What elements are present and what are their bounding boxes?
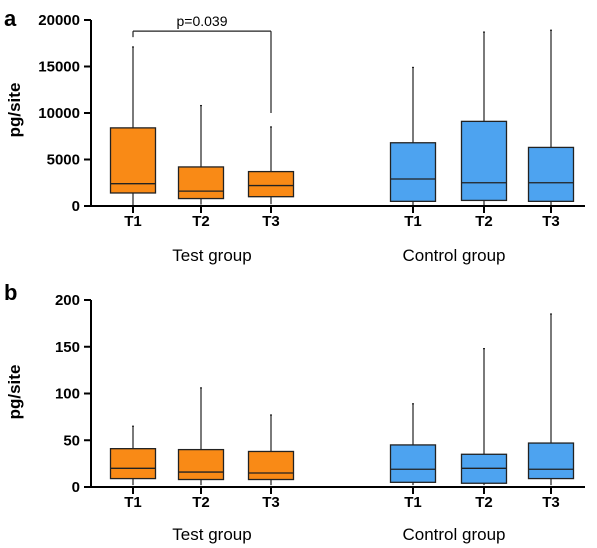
box-control-group-t3 [527, 442, 575, 480]
x-tick-label: T1 [124, 213, 142, 230]
x-tick-label: T1 [124, 494, 142, 511]
panel-a-letter: a [4, 6, 17, 31]
group-label: Control group [402, 525, 505, 544]
panel-b: b pg/site 0 50 100 150 200 Test group T1 T2 T3 Co… [4, 280, 585, 544]
group-label: Test group [172, 246, 251, 265]
x-tick-label: T2 [475, 213, 493, 230]
panel-a: a pg/site 0 5000 10000 15000 20000 Test group… [4, 6, 585, 265]
box-test-group-t2 [177, 166, 225, 200]
x-tick-label: T2 [192, 494, 210, 511]
x-tick-label: T3 [262, 494, 280, 511]
x-tick-label: T3 [542, 213, 560, 230]
panel-b-ylabel: pg/site [5, 365, 24, 420]
panel-b-letter: b [4, 280, 17, 305]
box-test-group-t1 [109, 448, 157, 480]
x-tick-label: T1 [404, 213, 422, 230]
x-tick-label: T2 [192, 213, 210, 230]
x-tick-label: T2 [475, 494, 493, 511]
y-tick-label: 200 [55, 292, 80, 309]
group-label: Test group [172, 525, 251, 544]
box-test-group-t1 [109, 127, 157, 194]
y-tick-label: 50 [63, 432, 80, 449]
y-tick-label: 150 [55, 339, 80, 356]
group-label: Control group [402, 246, 505, 265]
box-control-group-t1 [389, 142, 437, 202]
x-tick-label: T1 [404, 494, 422, 511]
y-tick-label: 5000 [47, 152, 80, 169]
panel-a-ylabel: pg/site [5, 83, 24, 138]
y-tick-label: 0 [72, 479, 80, 496]
y-tick-label: 10000 [38, 105, 80, 122]
y-tick-label: 100 [55, 386, 80, 403]
p-value-label: p=0.039 [177, 13, 228, 29]
y-tick-label: 20000 [38, 12, 80, 29]
y-tick-label: 15000 [38, 59, 80, 76]
box-control-group-t1 [389, 444, 437, 483]
box-control-group-t2 [460, 120, 508, 202]
y-tick-label: 0 [72, 198, 80, 215]
x-tick-label: T3 [262, 213, 280, 230]
box-test-group-t3 [247, 170, 295, 198]
x-tick-label: T3 [542, 494, 560, 511]
box-test-group-t2 [177, 448, 225, 481]
box-test-group-t3 [247, 450, 295, 481]
box-control-group-t3 [527, 146, 575, 203]
